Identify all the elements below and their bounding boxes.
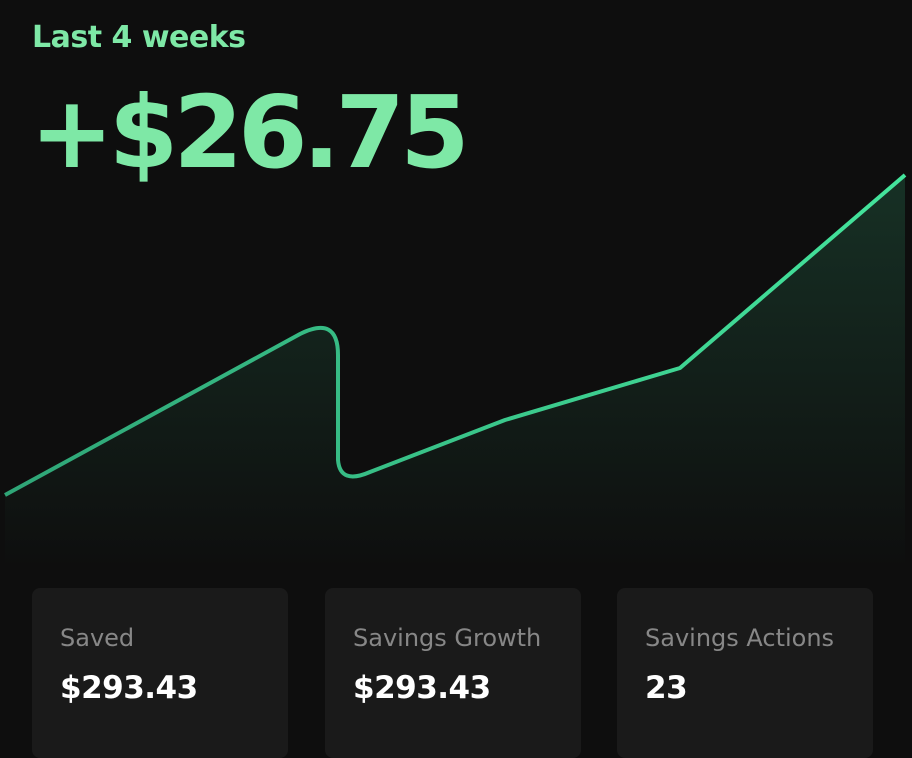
stat-label: Savings Growth	[353, 624, 542, 652]
stat-label: Savings Actions	[645, 624, 835, 652]
stat-value: $293.43	[353, 670, 491, 706]
savings-graph	[4, 173, 907, 570]
graph-glow	[5, 175, 905, 570]
stat-label: Saved	[60, 624, 135, 652]
stat-value: $293.43	[60, 670, 198, 706]
period-label: Last 4 weeks	[32, 20, 246, 55]
stat-card: Savings Actions 23	[617, 588, 873, 758]
stat-value: 23	[645, 670, 688, 706]
stat-card: Savings Growth $293.43	[325, 588, 581, 758]
stat-card: Saved $293.43	[32, 588, 288, 758]
change-amount: +$26.75	[30, 74, 470, 191]
graph-line	[4, 173, 907, 497]
